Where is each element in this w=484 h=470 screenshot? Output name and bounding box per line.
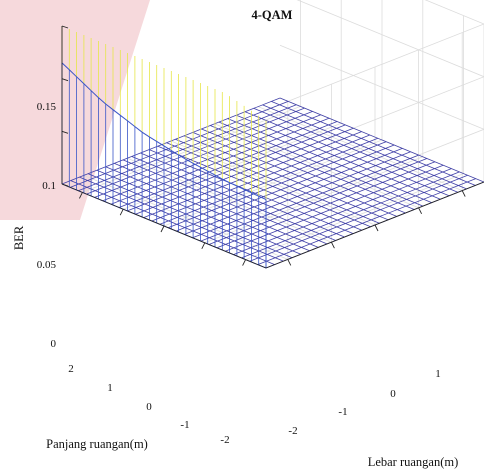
axes-frame bbox=[61, 25, 484, 269]
x-tick-label: -1 bbox=[180, 419, 189, 431]
x-tick-label: -2 bbox=[220, 434, 229, 446]
x-tick-mark bbox=[242, 259, 247, 266]
surface-mesh-line bbox=[184, 148, 403, 235]
surface-mesh-line bbox=[183, 135, 389, 221]
surface-mesh-line bbox=[236, 114, 441, 200]
surface-mesh-line bbox=[159, 137, 379, 225]
surface-mesh-line bbox=[241, 171, 460, 259]
z-axis-label: BER bbox=[12, 225, 26, 250]
surface-mesh-line bbox=[118, 121, 338, 208]
surface-mesh-line bbox=[167, 141, 387, 229]
surface-mesh-line bbox=[208, 158, 428, 245]
surface-mesh-line bbox=[86, 107, 305, 195]
y-tick-mark bbox=[287, 259, 292, 266]
y-tick-mark bbox=[374, 224, 379, 232]
z-tick-mark bbox=[61, 25, 69, 29]
surface-mesh-line bbox=[140, 152, 345, 238]
surface-mesh-line bbox=[192, 151, 411, 239]
surface-mesh-line bbox=[88, 173, 293, 259]
surface-mesh-line bbox=[175, 138, 380, 224]
surface-mesh-line bbox=[233, 168, 452, 255]
surface-mesh-line bbox=[110, 117, 330, 205]
y-tick-mark bbox=[330, 241, 335, 249]
ber-surface bbox=[61, 26, 484, 269]
surface-mesh-line bbox=[192, 132, 397, 217]
surface-mesh-line bbox=[70, 180, 275, 265]
y-tick-label: 0 bbox=[390, 388, 396, 400]
surface-mesh-line bbox=[279, 97, 484, 183]
surface-mesh-line bbox=[157, 145, 363, 231]
surface-mesh-line bbox=[131, 156, 336, 241]
background-watermark bbox=[0, 0, 150, 220]
gridline bbox=[424, 0, 484, 25]
surface-mesh-line bbox=[78, 104, 297, 192]
x-tick-mark bbox=[160, 225, 165, 233]
z-tick-label: 0.15 bbox=[37, 101, 57, 113]
y-tick-label: -2 bbox=[288, 425, 297, 437]
surface-mesh-line bbox=[143, 131, 362, 218]
surface-mesh-line bbox=[257, 178, 476, 265]
z-tick-label: 0.05 bbox=[37, 259, 57, 271]
axes-grid bbox=[82, 0, 484, 269]
y-tick-mark bbox=[418, 207, 423, 215]
gridline bbox=[170, 140, 376, 226]
x-ticks: 2 1 0 -1 -2 bbox=[68, 363, 229, 446]
y-ticks: -2 -1 0 1 bbox=[288, 368, 440, 437]
surface-mesh-line bbox=[244, 111, 450, 197]
x-axis-label: Panjang ruangan(m) bbox=[46, 437, 148, 451]
y-tick-label: 1 bbox=[435, 368, 441, 380]
surface-mesh-line bbox=[114, 163, 319, 248]
z-tick-label: 0.1 bbox=[42, 180, 56, 192]
y-axis-label: Lebar ruangan(m) bbox=[368, 455, 459, 469]
z-ticks: 0.15 0.1 0.05 0 bbox=[37, 101, 57, 350]
surface-mesh-line bbox=[176, 144, 395, 232]
gridline bbox=[214, 123, 419, 209]
z-tick-mark bbox=[61, 183, 69, 187]
surface-mesh-line bbox=[271, 101, 476, 186]
surface-mesh-line bbox=[253, 107, 458, 193]
surface-mesh-line bbox=[96, 169, 302, 255]
surface-mesh-line bbox=[225, 164, 444, 252]
x-tick-label: 2 bbox=[68, 363, 74, 375]
x-tick-mark bbox=[78, 192, 83, 199]
gridline bbox=[258, 106, 463, 191]
y-tick-label: -1 bbox=[338, 406, 347, 418]
z-tick-mark bbox=[61, 130, 69, 134]
z-tick-mark bbox=[61, 78, 69, 82]
surface-mesh-line bbox=[216, 161, 436, 249]
surface-mesh-line bbox=[70, 101, 289, 188]
surface-mesh-line bbox=[151, 134, 370, 222]
surface-mesh-line bbox=[102, 114, 321, 202]
z-tick-label: 0 bbox=[51, 338, 57, 350]
surface-mesh-line bbox=[227, 118, 432, 203]
chart-title: 4-QAM bbox=[252, 8, 293, 22]
ber-edge-curve bbox=[61, 62, 267, 200]
x-tick-label: 1 bbox=[107, 382, 113, 394]
surface-mesh-line bbox=[218, 121, 424, 207]
surface-mesh-line bbox=[201, 128, 406, 214]
surface-mesh-line bbox=[262, 104, 467, 190]
x-tick-mark bbox=[119, 208, 124, 216]
surface-mesh-line bbox=[94, 111, 313, 198]
y-tick-mark bbox=[461, 190, 466, 197]
surface-mesh-line bbox=[249, 174, 468, 262]
x-tick-label: 0 bbox=[146, 401, 152, 413]
x-tick-mark bbox=[201, 242, 206, 250]
